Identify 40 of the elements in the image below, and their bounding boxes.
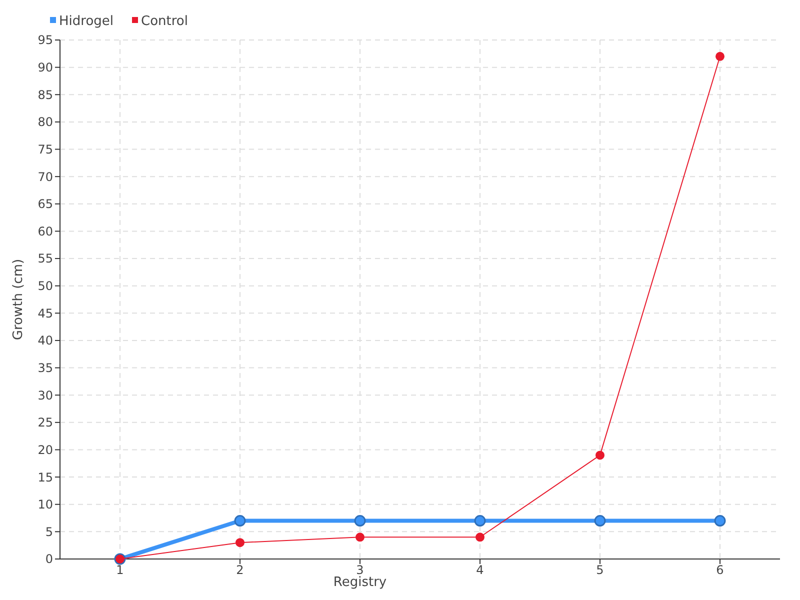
x-tick-label: 6 bbox=[716, 563, 724, 577]
point bbox=[476, 532, 484, 542]
y-tick-label: 65 bbox=[38, 197, 53, 212]
y-tick-label: 90 bbox=[38, 60, 53, 75]
y-tick-label: 95 bbox=[38, 33, 53, 48]
point bbox=[596, 450, 604, 460]
y-tick-label: 55 bbox=[38, 252, 53, 266]
y-axis-title: Growth (cm) bbox=[11, 258, 26, 340]
point bbox=[474, 515, 486, 527]
legend-label: Hidrogel bbox=[59, 14, 114, 29]
x-axis-title: Registry bbox=[333, 575, 387, 590]
x-tick-label: 5 bbox=[596, 563, 604, 577]
y-tick-label: 0 bbox=[45, 552, 53, 566]
y-tick-label: 75 bbox=[38, 142, 53, 156]
y-tick-label: 85 bbox=[38, 88, 53, 102]
y-tick-label: 35 bbox=[38, 360, 53, 375]
y-tick-label: 40 bbox=[38, 334, 53, 348]
x-tick-label: 4 bbox=[476, 563, 484, 577]
point bbox=[354, 515, 366, 527]
y-tick-label: 30 bbox=[38, 388, 53, 402]
point bbox=[234, 515, 246, 527]
x-tick-label: 2 bbox=[236, 563, 244, 577]
y-tick-label: 25 bbox=[38, 416, 53, 430]
y-tick-label: 60 bbox=[38, 224, 53, 238]
point bbox=[714, 515, 726, 527]
x-tick-label: 1 bbox=[116, 563, 124, 577]
y-tick-label: 80 bbox=[38, 115, 53, 130]
point bbox=[356, 532, 364, 542]
legend-label: Control bbox=[141, 14, 188, 29]
y-tick-label: 5 bbox=[45, 524, 53, 539]
y-tick-label: 20 bbox=[38, 442, 53, 457]
y-tick-label: 15 bbox=[38, 470, 53, 484]
y-tick-label: 50 bbox=[38, 279, 53, 294]
point bbox=[594, 515, 606, 527]
y-tick-label: 10 bbox=[38, 498, 53, 512]
point bbox=[716, 52, 724, 61]
y-tick-label: 45 bbox=[38, 306, 53, 320]
x-tick-label: 3 bbox=[356, 563, 364, 577]
point bbox=[236, 538, 244, 548]
y-tick-label: 70 bbox=[38, 170, 53, 184]
